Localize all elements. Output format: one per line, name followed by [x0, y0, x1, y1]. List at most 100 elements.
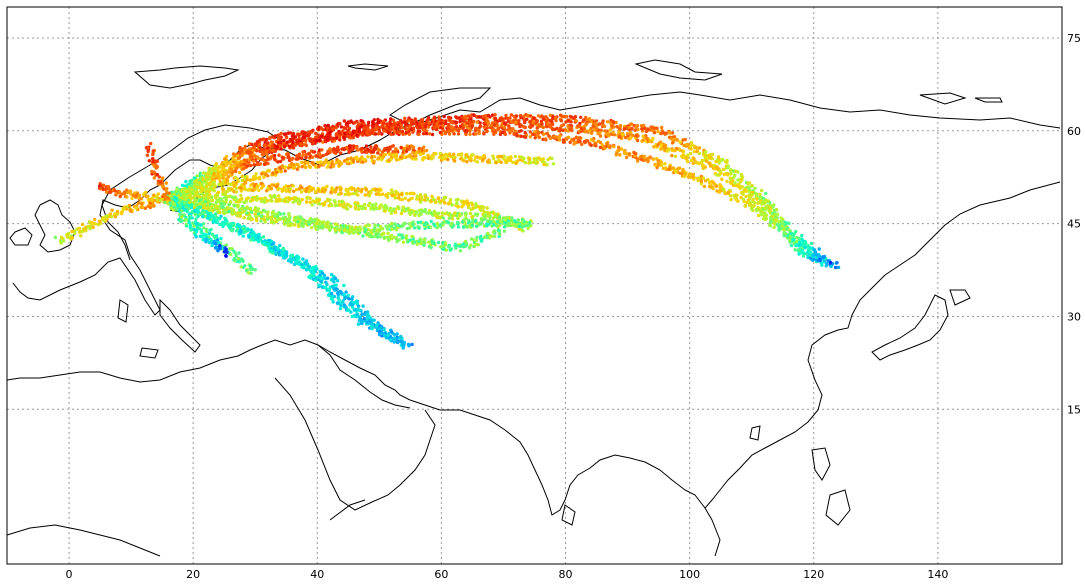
track-point	[221, 167, 225, 171]
track-point	[465, 160, 469, 164]
track-point	[371, 127, 375, 131]
track-point	[390, 237, 394, 241]
track-point	[223, 192, 228, 197]
track-point	[278, 197, 282, 201]
track-point	[355, 228, 359, 233]
track-point	[688, 172, 692, 176]
track-point	[304, 152, 308, 157]
track-point	[299, 142, 304, 146]
track-point	[582, 126, 586, 131]
track-point	[446, 157, 450, 162]
track-point	[351, 159, 355, 163]
track-point	[239, 229, 243, 233]
track-point	[219, 197, 223, 201]
track-point	[702, 184, 707, 189]
track-point	[715, 165, 719, 169]
track-point	[248, 147, 252, 151]
track-point	[627, 152, 632, 156]
track-point	[365, 150, 369, 154]
track-point	[468, 211, 473, 216]
track-point	[717, 161, 721, 165]
track-point	[219, 201, 224, 206]
track-point	[221, 182, 226, 186]
track-point	[719, 158, 724, 163]
track-point	[198, 171, 202, 175]
track-point	[769, 217, 773, 221]
track-point	[551, 115, 555, 119]
track-point	[731, 183, 736, 188]
track-point	[525, 220, 529, 225]
track-point	[614, 120, 618, 125]
track-point	[320, 148, 324, 152]
track-point	[813, 253, 818, 257]
track-point	[464, 120, 468, 125]
track-point	[425, 211, 429, 215]
track-point	[461, 220, 465, 224]
track-point	[381, 155, 385, 159]
track-point	[388, 147, 392, 151]
track-point	[248, 178, 253, 182]
track-point	[264, 137, 269, 142]
track-point	[291, 184, 295, 188]
track-point	[785, 227, 789, 231]
track-point	[296, 220, 300, 224]
track-point	[303, 135, 307, 139]
track-point	[264, 172, 268, 177]
track-point	[332, 136, 336, 141]
track-point	[579, 115, 583, 120]
track-point	[332, 294, 337, 299]
track-point	[442, 197, 446, 201]
track-point	[447, 221, 451, 225]
track-point	[273, 157, 277, 162]
track-point	[404, 207, 408, 211]
track-point	[711, 186, 715, 191]
track-point	[296, 216, 300, 221]
track-point	[397, 206, 401, 211]
track-point	[335, 226, 339, 231]
track-point	[545, 163, 549, 167]
track-point	[511, 120, 516, 124]
track-point	[393, 223, 398, 227]
track-point	[485, 160, 490, 164]
track-point	[341, 299, 345, 303]
track-point	[184, 203, 189, 207]
track-point	[806, 255, 810, 260]
track-point	[432, 241, 436, 245]
track-point	[485, 224, 489, 228]
track-point	[501, 216, 506, 220]
track-point	[407, 222, 412, 226]
track-point	[311, 199, 315, 203]
track-point	[794, 243, 798, 248]
track-point	[396, 196, 401, 200]
track-point	[225, 178, 230, 183]
track-point	[685, 159, 690, 164]
track-point	[462, 159, 466, 163]
track-point	[469, 156, 473, 161]
track-point	[612, 144, 616, 149]
track-point	[338, 138, 342, 142]
track-point	[411, 130, 415, 134]
track-point	[184, 189, 189, 194]
track-point	[226, 182, 230, 186]
track-point	[520, 222, 524, 226]
track-point	[425, 198, 430, 202]
track-point	[213, 174, 218, 178]
track-point	[451, 155, 455, 160]
track-point	[818, 258, 822, 263]
track-point	[414, 151, 419, 155]
track-point	[473, 158, 477, 163]
track-point	[232, 184, 236, 188]
track-point	[456, 132, 461, 136]
track-point	[280, 164, 284, 168]
track-point	[301, 153, 305, 157]
track-point	[229, 167, 233, 171]
track-point	[522, 125, 526, 129]
track-point	[332, 150, 336, 154]
track-point	[754, 192, 758, 196]
track-point	[437, 155, 442, 159]
track-point	[259, 236, 263, 240]
track-point	[435, 124, 440, 128]
track-point	[359, 119, 363, 123]
track-point	[329, 190, 333, 195]
track-point	[659, 143, 664, 147]
